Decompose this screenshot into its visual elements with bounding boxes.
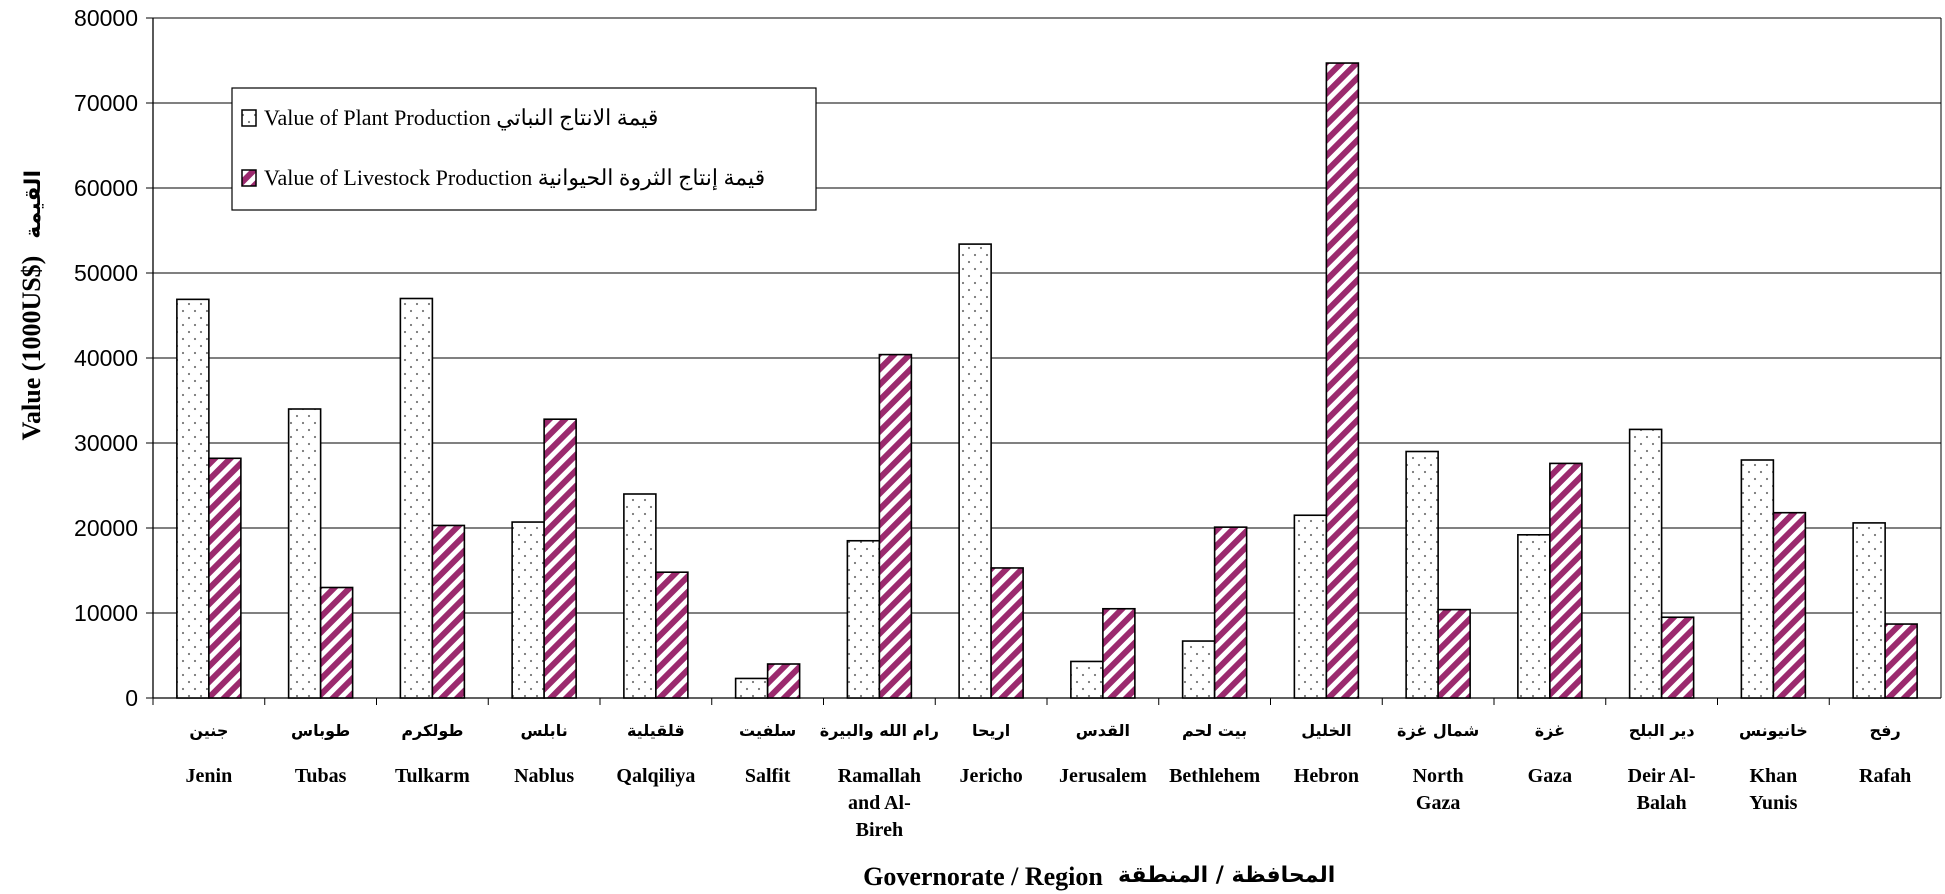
category-label: Balah	[1637, 792, 1687, 814]
bar-livestock-production	[319, 586, 354, 699]
category-label: Tulkarm	[395, 765, 470, 787]
y-axis-title-arabic: القيمة	[21, 170, 46, 239]
y-tick-label: 0	[125, 685, 138, 711]
bar-plant-production	[176, 298, 210, 699]
bar-plant-production	[1628, 428, 1663, 699]
bar-livestock-production	[1772, 511, 1807, 699]
bar-plant-production	[1740, 459, 1775, 699]
category-label-arabic: جنين	[189, 721, 228, 740]
category-label-arabic: القدس	[1076, 721, 1130, 740]
y-tick-label: 50000	[74, 260, 138, 286]
legend-swatch-plant	[241, 109, 257, 127]
category-label: Jericho	[959, 765, 1022, 787]
category-label: Tubas	[295, 765, 347, 787]
bar-plant-production	[623, 493, 657, 699]
legend-label-plant: Value of Plant Production قيمة الانتاج ا…	[264, 105, 658, 131]
category-label: Nablus	[514, 765, 574, 787]
category-label: Qalqiliya	[616, 765, 695, 787]
bar-plant-production	[734, 677, 769, 699]
category-label: Gaza	[1528, 765, 1572, 787]
category-label: Hebron	[1294, 765, 1359, 787]
bar-plant-production	[1181, 640, 1216, 699]
bar-livestock-production	[543, 418, 577, 699]
bar-livestock-production	[431, 524, 466, 699]
legend-box	[231, 87, 817, 211]
category-labels: جنين Jenin طوباس Tubas طولكرم Tulkarm نابلس Nab…	[186, 721, 1912, 841]
bar-plant-production	[287, 408, 322, 699]
category-label-arabic: بيت لحم	[1182, 721, 1247, 740]
category-label: Khan	[1749, 765, 1797, 787]
y-tick-label: 20000	[74, 515, 138, 541]
bar-plant-production	[511, 521, 545, 699]
category-label: Salfit	[745, 765, 791, 787]
bar-plant-production	[1852, 522, 1886, 699]
bar-plant-production	[958, 243, 992, 699]
y-tick-label: 60000	[74, 175, 138, 201]
category-label-arabic: الخليل	[1301, 721, 1351, 740]
bar-livestock-production	[655, 571, 689, 699]
bar-livestock-production	[1884, 623, 1918, 699]
y-tick-label: 80000	[74, 5, 138, 31]
category-label-arabic: دير البلح	[1629, 721, 1695, 740]
y-axis-title: Value (1000US$)	[17, 256, 46, 441]
bar-livestock-production	[1213, 526, 1248, 699]
x-axis-title-arabic: المحافظة / المنطقة	[1118, 863, 1335, 888]
bar-livestock-production	[1325, 62, 1360, 699]
legend-swatch-livestock	[241, 169, 257, 187]
legend: Value of Plant Production قيمة الانتاج ا…	[231, 87, 817, 211]
category-label-arabic: قلقيلية	[627, 721, 685, 740]
y-tick-label: 40000	[74, 345, 138, 371]
bar-livestock-production	[1660, 616, 1695, 699]
category-label-arabic: نابلس	[521, 721, 568, 740]
category-label: Bethlehem	[1169, 765, 1260, 787]
category-label-arabic: اريحا	[972, 721, 1010, 740]
bar-livestock-production	[1102, 607, 1136, 699]
bar-livestock-production	[208, 457, 242, 699]
bar-plant-production	[1517, 533, 1551, 699]
bar-plant-production	[399, 297, 434, 699]
category-label: Rafah	[1859, 765, 1911, 787]
category-label-arabic: رفح	[1870, 721, 1901, 740]
category-label-arabic: خانيونس	[1739, 721, 1808, 740]
legend-label-livestock: Value of Livestock Production قيمة إنتاج…	[264, 165, 765, 191]
category-label: Yunis	[1749, 792, 1797, 814]
bar-plant-production	[1070, 660, 1104, 699]
category-label: Gaza	[1416, 792, 1460, 814]
bar-livestock-production	[990, 567, 1024, 699]
y-tick-label: 10000	[74, 600, 138, 626]
category-label: Bireh	[856, 819, 903, 841]
bar-plant-production	[1405, 450, 1439, 699]
category-label-arabic: شمال غزة	[1397, 721, 1479, 740]
bar-plant-production	[1293, 514, 1328, 699]
bars	[176, 62, 1918, 699]
bar-plant-production	[846, 539, 881, 699]
category-label-arabic: سلفيت	[739, 721, 796, 740]
category-label-arabic: رام الله والبيرة	[820, 721, 939, 740]
category-label-arabic: غزة	[1535, 721, 1565, 740]
category-label: Jenin	[186, 765, 233, 787]
category-label: Jerusalem	[1059, 765, 1147, 787]
bar-livestock-production	[878, 353, 913, 699]
category-label: North	[1413, 765, 1464, 787]
y-tick-label: 70000	[74, 90, 138, 116]
category-label-arabic: طوباس	[291, 721, 350, 740]
category-label: Ramallah	[838, 765, 921, 787]
bar-livestock-production	[1549, 462, 1583, 699]
y-tick-label: 30000	[74, 430, 138, 456]
category-label: Deir Al-	[1628, 765, 1696, 787]
category-label: and Al-	[848, 792, 911, 814]
bar-livestock-production	[1437, 608, 1471, 699]
category-label-arabic: طولكرم	[401, 721, 463, 740]
bar-livestock-production	[766, 663, 801, 699]
x-axis-title: Governorate / Region	[863, 862, 1103, 891]
